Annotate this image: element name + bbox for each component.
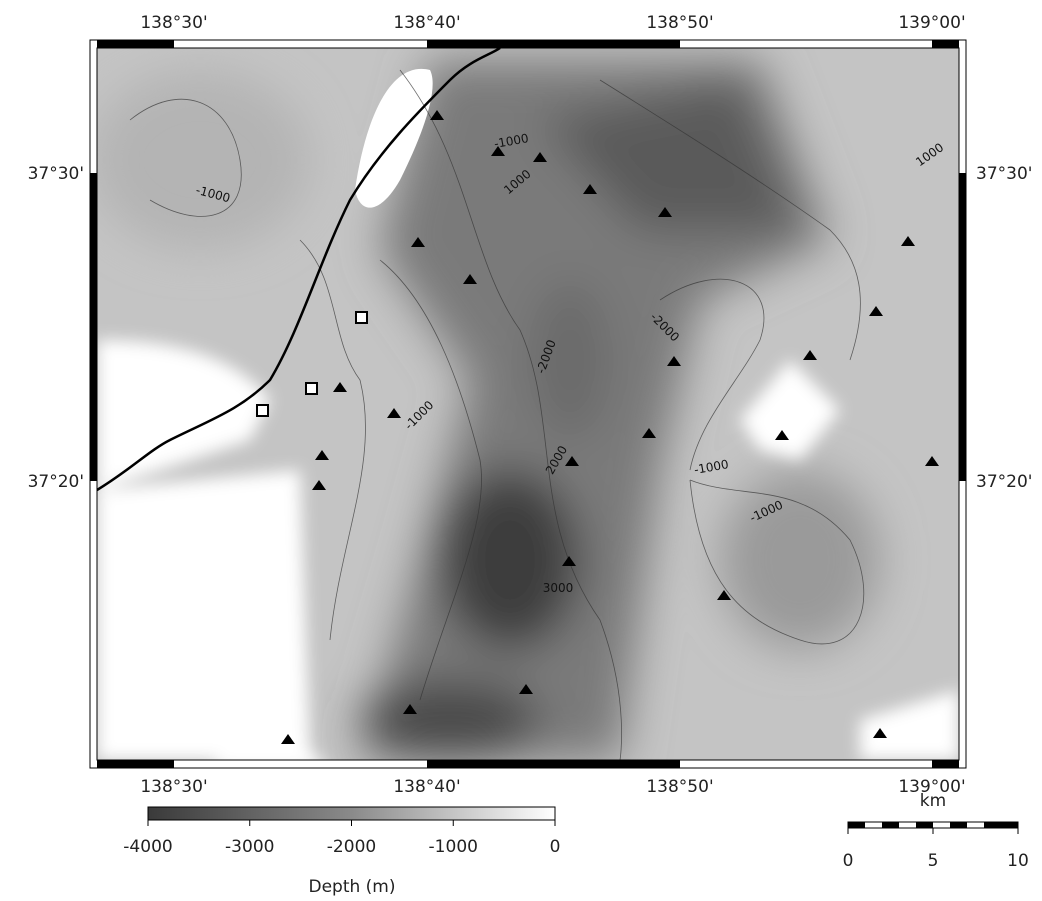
scale-tick-label: 0 bbox=[843, 851, 854, 871]
scale-tick-label: 10 bbox=[1007, 851, 1029, 871]
scale-unit: km bbox=[920, 791, 946, 811]
colorbar-tick-label: -4000 bbox=[123, 837, 172, 857]
lon-label: 138°50' bbox=[646, 777, 713, 797]
scale-tick-label: 5 bbox=[928, 851, 939, 871]
contour-label: -1000 bbox=[693, 457, 730, 477]
lon-label: 139°00' bbox=[898, 777, 965, 797]
lat-label: 37°20' bbox=[976, 472, 1032, 492]
colorbar-tick-label: -1000 bbox=[429, 837, 478, 857]
lon-label: 138°40' bbox=[393, 13, 460, 33]
colorbar-tick-label: 0 bbox=[550, 837, 561, 857]
lon-label: 139°00' bbox=[898, 13, 965, 33]
colorbar-tick-label: -2000 bbox=[327, 837, 376, 857]
lat-label: 37°30' bbox=[976, 164, 1032, 184]
colorbar-label: Depth (m) bbox=[308, 877, 395, 897]
contour-label: 3000 bbox=[543, 581, 574, 595]
lon-label: 138°30' bbox=[140, 13, 207, 33]
contour-label: -1000 bbox=[493, 131, 530, 151]
lon-label: 138°30' bbox=[140, 777, 207, 797]
lat-label: 37°20' bbox=[28, 472, 84, 492]
lon-label: 138°50' bbox=[646, 13, 713, 33]
lon-label: 138°40' bbox=[393, 777, 460, 797]
colorbar-tick-label: -3000 bbox=[225, 837, 274, 857]
scale-bar bbox=[847, 821, 1019, 829]
colorbar bbox=[147, 806, 556, 821]
bathymetry bbox=[97, 48, 959, 760]
frame-ticks bbox=[90, 40, 966, 768]
lat-label: 37°30' bbox=[28, 164, 84, 184]
